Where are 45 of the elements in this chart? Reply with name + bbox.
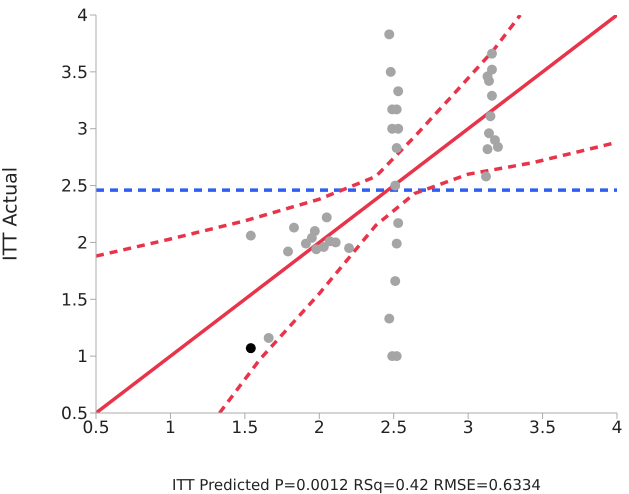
x-tick-label: 1.5 [231,418,258,438]
x-tick-label: 3.5 [529,418,556,438]
y-tick-label: 1 [77,347,88,368]
y-tick-label: 3.5 [60,62,88,83]
x-tick-label: 3 [462,418,474,438]
y-tick-label: 2 [77,233,88,254]
point [482,144,492,154]
x-axis-title: ITT Predicted P=0.0012 RSq=0.42 RMSE=0.6334 [172,476,541,494]
point [306,232,317,243]
point [288,222,299,233]
point [386,66,396,77]
x-tick-label: 1 [165,418,176,438]
point [390,180,400,191]
point [486,48,497,59]
y-tick-label: 1.5 [60,290,88,310]
point [392,143,402,154]
y-tick-label: 4 [77,6,88,26]
y-tick-label: 2.5 [60,176,88,197]
y-axis-title: ITT Actual [0,166,22,262]
point [492,142,503,152]
point [246,230,256,241]
point [344,243,354,254]
point [486,90,497,101]
point [283,246,294,257]
line-series [96,15,522,258]
x-tick-label: 4 [612,418,622,438]
point [484,128,494,138]
x-tick-label: 2.5 [380,418,408,438]
point [318,242,329,252]
point [384,314,394,324]
point [481,171,492,182]
point [300,238,311,249]
point [485,111,496,122]
y-tick-label: 3 [77,120,88,140]
point [322,212,332,222]
point [393,218,404,228]
point [484,76,494,86]
point [264,332,274,343]
point [392,238,402,249]
point [390,276,400,286]
x-tick-label: 2 [314,418,325,438]
point [330,237,341,248]
point [384,29,394,40]
point [393,86,404,96]
point [246,343,256,354]
